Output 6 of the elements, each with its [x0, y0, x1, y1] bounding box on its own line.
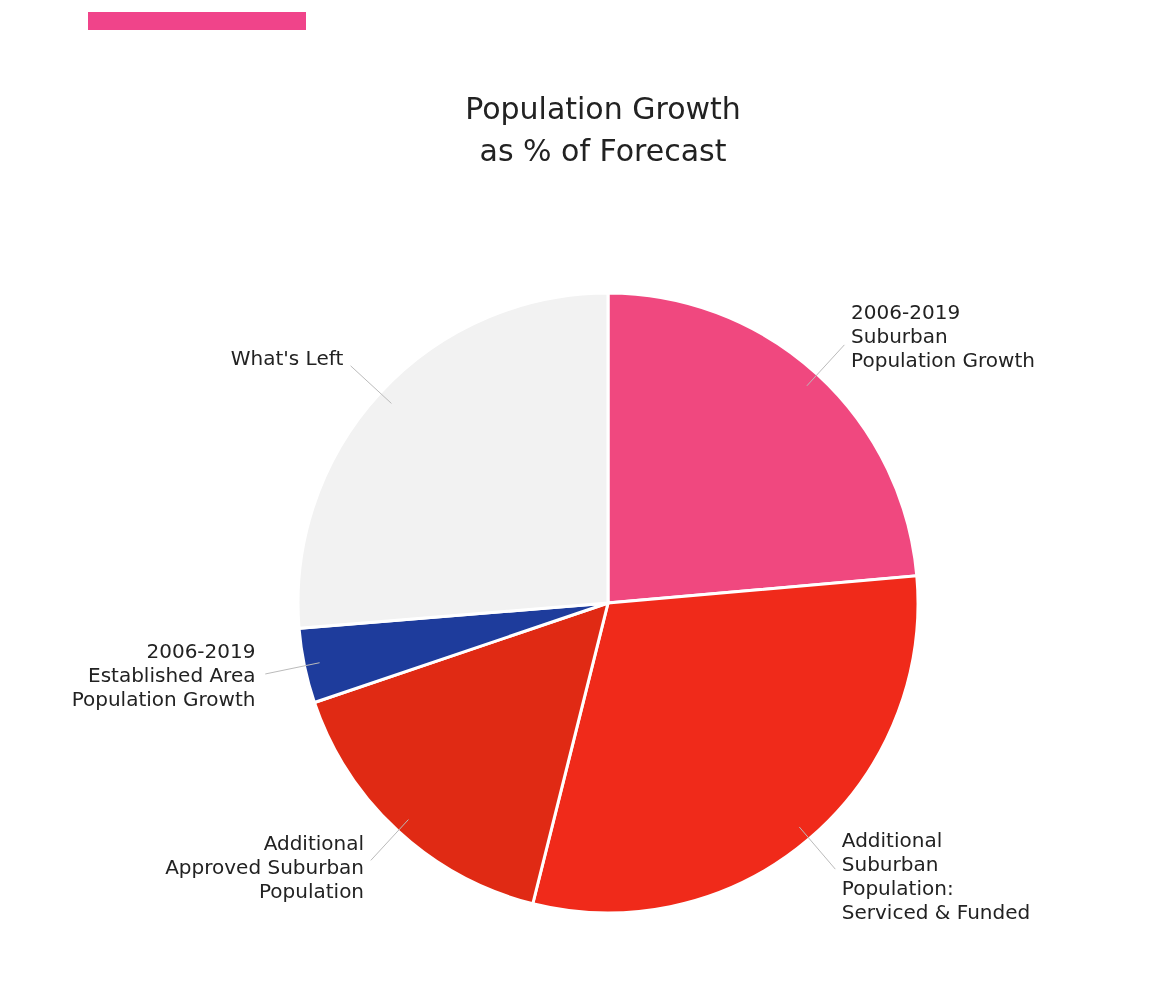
chart-title: Population Growth as % of Forecast	[464, 90, 742, 170]
slice-label: 2006-2019 Suburban Population Growth	[851, 300, 1035, 372]
slice-label: Additional Approved Suburban Population	[165, 830, 365, 903]
slice-label: What's Left	[230, 345, 344, 370]
slice-label: 2006-2019 Established Area Population Growth	[71, 638, 256, 711]
slice-label: Additional Suburban Population: Serviced & Funded	[841, 827, 1031, 924]
